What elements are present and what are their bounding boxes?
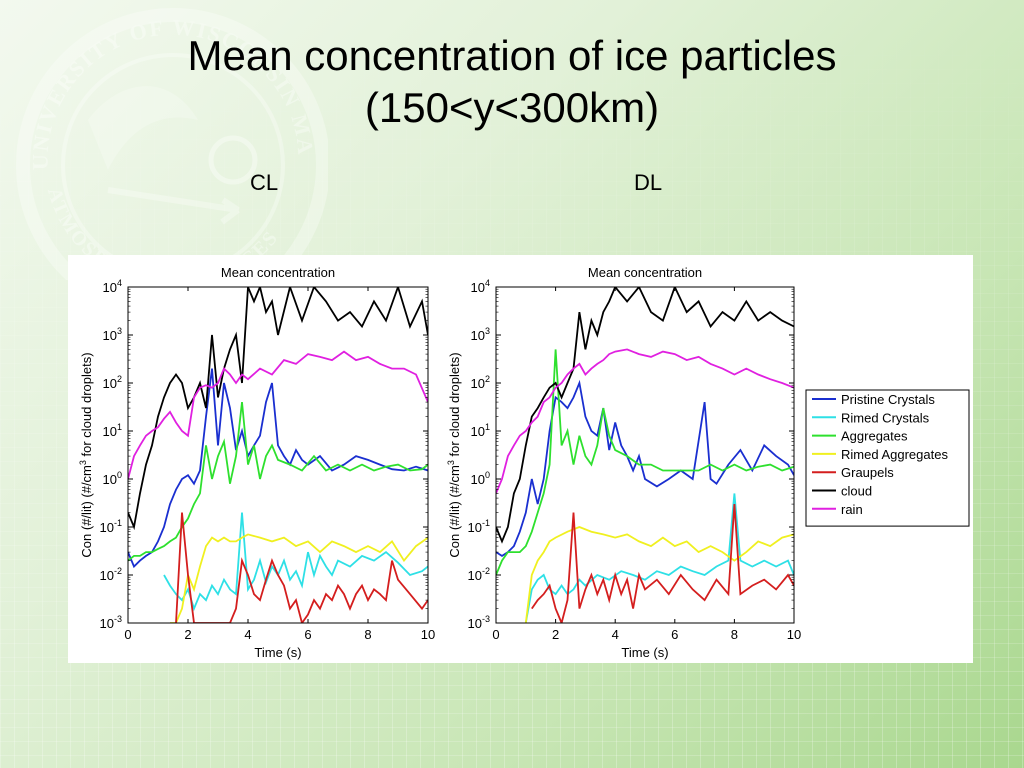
plot-axes-box bbox=[495, 286, 795, 624]
series-line-aggregates bbox=[128, 402, 428, 562]
y-tick-label: 103 bbox=[103, 326, 122, 343]
y-tick-label: 10-3 bbox=[468, 614, 490, 631]
y-tick-label: 102 bbox=[471, 374, 490, 391]
chart-title: Mean concentration bbox=[588, 265, 702, 280]
series-line-cloud bbox=[128, 287, 428, 531]
x-tick-label: 0 bbox=[124, 627, 131, 642]
x-tick-label: 10 bbox=[787, 627, 801, 642]
y-tick-label: 103 bbox=[471, 326, 490, 343]
x-tick-label: 4 bbox=[244, 627, 251, 642]
x-tick-label: 10 bbox=[421, 627, 435, 642]
legend-label: Rimed Aggregates bbox=[841, 447, 948, 462]
y-tick-label: 100 bbox=[103, 470, 122, 487]
chart-legend: Pristine Crystals Rimed Crystals Aggregate… bbox=[805, 389, 970, 527]
y-axis-label: Con (#/lit) (#/cm3 for cloud droplets) bbox=[78, 352, 94, 557]
slide-title-line-2: (150<y<300km) bbox=[364, 84, 660, 131]
series-line-graupels bbox=[175, 512, 428, 623]
y-axis-label: Con (#/lit) (#/cm3 for cloud droplets) bbox=[446, 352, 462, 557]
legend-box bbox=[805, 389, 970, 527]
figure-panel: 0 2 4 6 8 10 10-3 10-2 10-1 100 101 102 103 104 Mean c… bbox=[68, 255, 973, 663]
y-tick-label: 10-3 bbox=[100, 614, 122, 631]
series-line-aggregates bbox=[496, 349, 794, 576]
chart-title: Mean concentration bbox=[221, 265, 335, 280]
series-line-rain bbox=[128, 350, 428, 480]
panel-label-cl: CL bbox=[250, 170, 279, 195]
chart-dl: 0 2 4 6 8 10 10-3 10-2 10-1 100 101 102 103 104 Mean c… bbox=[446, 265, 970, 660]
y-tick-label: 102 bbox=[103, 374, 122, 391]
legend-label: Graupels bbox=[841, 465, 894, 480]
y-tick-label: 104 bbox=[103, 278, 122, 295]
slide-title: Mean concentration of ice particles (150… bbox=[0, 30, 1024, 134]
y-tick-label: 101 bbox=[471, 422, 490, 439]
series-line-cloud bbox=[496, 287, 794, 544]
slide-title-line-1: Mean concentration of ice particles bbox=[187, 32, 837, 79]
y-tick-label: 104 bbox=[471, 278, 490, 295]
series-line-rain bbox=[496, 348, 794, 494]
legend-label: rain bbox=[841, 502, 863, 517]
legend-label: Rimed Crystals bbox=[841, 410, 930, 425]
x-tick-label: 2 bbox=[552, 627, 559, 642]
legend-label: Aggregates bbox=[841, 429, 908, 444]
panel-label-dl: DL bbox=[634, 170, 663, 195]
x-tick-label: 8 bbox=[731, 627, 738, 642]
legend-label: Pristine Crystals bbox=[841, 392, 935, 407]
x-axis-label: Time (s) bbox=[621, 645, 668, 660]
plot-axes-box bbox=[127, 286, 429, 624]
series-line-rimed-aggregates bbox=[524, 526, 794, 623]
x-tick-label: 0 bbox=[492, 627, 499, 642]
y-tick-label: 101 bbox=[103, 422, 122, 439]
series-line-rimed-crystals bbox=[163, 512, 428, 612]
series-line-pristine-crystals bbox=[496, 379, 794, 557]
chart-cl: 0 2 4 6 8 10 10-3 10-2 10-1 100 101 102 103 104 Mean c… bbox=[78, 265, 435, 660]
x-tick-label: 6 bbox=[671, 627, 678, 642]
y-tick-label: 10-1 bbox=[100, 518, 122, 535]
x-tick-label: 6 bbox=[304, 627, 311, 642]
x-tick-label: 8 bbox=[364, 627, 371, 642]
legend-label: cloud bbox=[841, 484, 872, 499]
y-tick-label: 10-2 bbox=[100, 566, 122, 583]
x-axis-label: Time (s) bbox=[254, 645, 301, 660]
x-tick-label: 2 bbox=[184, 627, 191, 642]
y-tick-label: 10-1 bbox=[468, 518, 490, 535]
y-tick-label: 100 bbox=[471, 470, 490, 487]
y-tick-label: 10-2 bbox=[468, 566, 490, 583]
series-line-graupels bbox=[531, 504, 794, 623]
series-line-rimed-aggregates bbox=[170, 533, 428, 623]
x-tick-label: 4 bbox=[612, 627, 619, 642]
